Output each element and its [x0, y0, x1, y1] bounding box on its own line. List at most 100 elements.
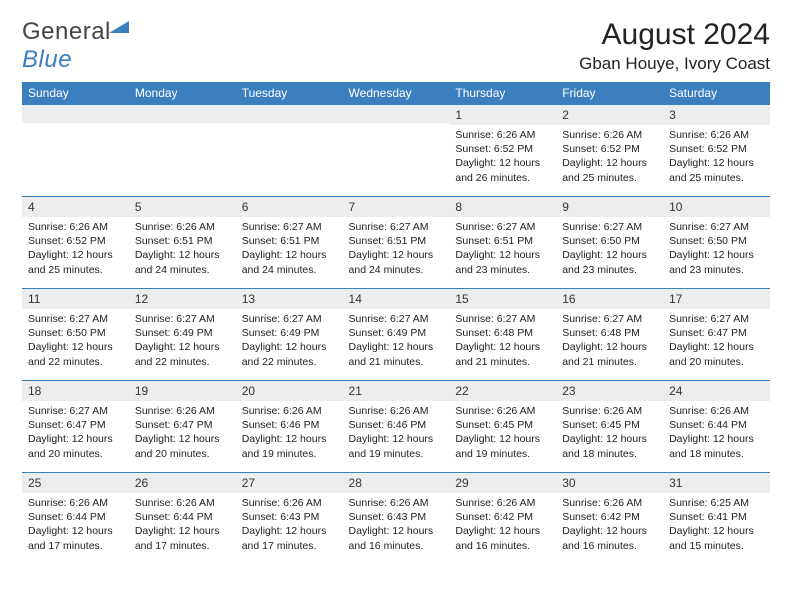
calendar-cell: 24Sunrise: 6:26 AMSunset: 6:44 PMDayligh… — [663, 381, 770, 473]
weekday-header: Thursday — [449, 82, 556, 105]
day-number: 24 — [663, 381, 770, 401]
day-details: Sunrise: 6:26 AMSunset: 6:45 PMDaylight:… — [556, 401, 663, 465]
calendar-cell: 5Sunrise: 6:26 AMSunset: 6:51 PMDaylight… — [129, 197, 236, 289]
day-number: 1 — [449, 105, 556, 125]
calendar-cell: 18Sunrise: 6:27 AMSunset: 6:47 PMDayligh… — [22, 381, 129, 473]
calendar-cell: 9Sunrise: 6:27 AMSunset: 6:50 PMDaylight… — [556, 197, 663, 289]
weekday-header: Tuesday — [236, 82, 343, 105]
calendar-cell: 31Sunrise: 6:25 AMSunset: 6:41 PMDayligh… — [663, 473, 770, 565]
day-details: Sunrise: 6:26 AMSunset: 6:43 PMDaylight:… — [343, 493, 450, 557]
calendar-cell — [22, 105, 129, 197]
day-details: Sunrise: 6:27 AMSunset: 6:50 PMDaylight:… — [556, 217, 663, 281]
day-number: 11 — [22, 289, 129, 309]
calendar-cell: 19Sunrise: 6:26 AMSunset: 6:47 PMDayligh… — [129, 381, 236, 473]
logo: General Blue — [22, 18, 129, 74]
day-number: 7 — [343, 197, 450, 217]
calendar-row: 1Sunrise: 6:26 AMSunset: 6:52 PMDaylight… — [22, 105, 770, 197]
day-number: 22 — [449, 381, 556, 401]
day-number: 12 — [129, 289, 236, 309]
month-title: August 2024 — [579, 18, 770, 52]
day-details: Sunrise: 6:27 AMSunset: 6:51 PMDaylight:… — [236, 217, 343, 281]
calendar-cell: 1Sunrise: 6:26 AMSunset: 6:52 PMDaylight… — [449, 105, 556, 197]
day-details: Sunrise: 6:26 AMSunset: 6:52 PMDaylight:… — [22, 217, 129, 281]
calendar-cell: 30Sunrise: 6:26 AMSunset: 6:42 PMDayligh… — [556, 473, 663, 565]
day-details: Sunrise: 6:26 AMSunset: 6:52 PMDaylight:… — [449, 125, 556, 189]
calendar-cell: 6Sunrise: 6:27 AMSunset: 6:51 PMDaylight… — [236, 197, 343, 289]
weekday-header: Wednesday — [343, 82, 450, 105]
day-details: Sunrise: 6:26 AMSunset: 6:44 PMDaylight:… — [663, 401, 770, 465]
calendar-cell — [236, 105, 343, 197]
day-details: Sunrise: 6:26 AMSunset: 6:51 PMDaylight:… — [129, 217, 236, 281]
day-number: 5 — [129, 197, 236, 217]
calendar-cell: 10Sunrise: 6:27 AMSunset: 6:50 PMDayligh… — [663, 197, 770, 289]
weekday-header: Friday — [556, 82, 663, 105]
calendar-cell: 15Sunrise: 6:27 AMSunset: 6:48 PMDayligh… — [449, 289, 556, 381]
day-details: Sunrise: 6:26 AMSunset: 6:52 PMDaylight:… — [556, 125, 663, 189]
calendar-cell: 3Sunrise: 6:26 AMSunset: 6:52 PMDaylight… — [663, 105, 770, 197]
day-details: Sunrise: 6:26 AMSunset: 6:52 PMDaylight:… — [663, 125, 770, 189]
day-details: Sunrise: 6:27 AMSunset: 6:51 PMDaylight:… — [449, 217, 556, 281]
day-number: 18 — [22, 381, 129, 401]
day-number: 19 — [129, 381, 236, 401]
day-details: Sunrise: 6:26 AMSunset: 6:45 PMDaylight:… — [449, 401, 556, 465]
day-details: Sunrise: 6:27 AMSunset: 6:50 PMDaylight:… — [22, 309, 129, 373]
day-number: 14 — [343, 289, 450, 309]
day-details: Sunrise: 6:27 AMSunset: 6:48 PMDaylight:… — [556, 309, 663, 373]
day-number: 16 — [556, 289, 663, 309]
weekday-header-row: SundayMondayTuesdayWednesdayThursdayFrid… — [22, 82, 770, 105]
calendar-cell: 17Sunrise: 6:27 AMSunset: 6:47 PMDayligh… — [663, 289, 770, 381]
day-details: Sunrise: 6:26 AMSunset: 6:42 PMDaylight:… — [449, 493, 556, 557]
day-number: 2 — [556, 105, 663, 125]
day-details: Sunrise: 6:27 AMSunset: 6:49 PMDaylight:… — [343, 309, 450, 373]
day-number: 15 — [449, 289, 556, 309]
calendar-cell — [129, 105, 236, 197]
calendar-cell: 25Sunrise: 6:26 AMSunset: 6:44 PMDayligh… — [22, 473, 129, 565]
day-number: 4 — [22, 197, 129, 217]
calendar-cell: 21Sunrise: 6:26 AMSunset: 6:46 PMDayligh… — [343, 381, 450, 473]
title-block: August 2024 Gban Houye, Ivory Coast — [579, 18, 770, 74]
day-number: 21 — [343, 381, 450, 401]
calendar-cell: 13Sunrise: 6:27 AMSunset: 6:49 PMDayligh… — [236, 289, 343, 381]
calendar-body: 1Sunrise: 6:26 AMSunset: 6:52 PMDaylight… — [22, 105, 770, 565]
calendar-cell: 14Sunrise: 6:27 AMSunset: 6:49 PMDayligh… — [343, 289, 450, 381]
day-details: Sunrise: 6:27 AMSunset: 6:50 PMDaylight:… — [663, 217, 770, 281]
calendar-cell: 26Sunrise: 6:26 AMSunset: 6:44 PMDayligh… — [129, 473, 236, 565]
day-details: Sunrise: 6:26 AMSunset: 6:47 PMDaylight:… — [129, 401, 236, 465]
day-details: Sunrise: 6:26 AMSunset: 6:43 PMDaylight:… — [236, 493, 343, 557]
day-number: 3 — [663, 105, 770, 125]
day-details: Sunrise: 6:25 AMSunset: 6:41 PMDaylight:… — [663, 493, 770, 557]
header-bar: General Blue August 2024 Gban Houye, Ivo… — [22, 18, 770, 74]
calendar-cell: 16Sunrise: 6:27 AMSunset: 6:48 PMDayligh… — [556, 289, 663, 381]
calendar-row: 11Sunrise: 6:27 AMSunset: 6:50 PMDayligh… — [22, 289, 770, 381]
day-number: 20 — [236, 381, 343, 401]
day-details: Sunrise: 6:26 AMSunset: 6:46 PMDaylight:… — [343, 401, 450, 465]
logo-text: General Blue — [22, 18, 129, 74]
day-number: 13 — [236, 289, 343, 309]
day-details: Sunrise: 6:26 AMSunset: 6:44 PMDaylight:… — [22, 493, 129, 557]
day-number: 30 — [556, 473, 663, 493]
day-details: Sunrise: 6:26 AMSunset: 6:42 PMDaylight:… — [556, 493, 663, 557]
day-number: 29 — [449, 473, 556, 493]
calendar-table: SundayMondayTuesdayWednesdayThursdayFrid… — [22, 82, 770, 565]
calendar-cell: 2Sunrise: 6:26 AMSunset: 6:52 PMDaylight… — [556, 105, 663, 197]
calendar-row: 4Sunrise: 6:26 AMSunset: 6:52 PMDaylight… — [22, 197, 770, 289]
day-details: Sunrise: 6:26 AMSunset: 6:46 PMDaylight:… — [236, 401, 343, 465]
day-details: Sunrise: 6:27 AMSunset: 6:49 PMDaylight:… — [236, 309, 343, 373]
day-details: Sunrise: 6:26 AMSunset: 6:44 PMDaylight:… — [129, 493, 236, 557]
calendar-cell: 7Sunrise: 6:27 AMSunset: 6:51 PMDaylight… — [343, 197, 450, 289]
calendar-cell: 22Sunrise: 6:26 AMSunset: 6:45 PMDayligh… — [449, 381, 556, 473]
calendar-cell: 8Sunrise: 6:27 AMSunset: 6:51 PMDaylight… — [449, 197, 556, 289]
calendar-cell: 12Sunrise: 6:27 AMSunset: 6:49 PMDayligh… — [129, 289, 236, 381]
calendar-cell: 23Sunrise: 6:26 AMSunset: 6:45 PMDayligh… — [556, 381, 663, 473]
day-number: 17 — [663, 289, 770, 309]
day-number: 6 — [236, 197, 343, 217]
calendar-row: 18Sunrise: 6:27 AMSunset: 6:47 PMDayligh… — [22, 381, 770, 473]
day-details: Sunrise: 6:27 AMSunset: 6:48 PMDaylight:… — [449, 309, 556, 373]
day-details: Sunrise: 6:27 AMSunset: 6:47 PMDaylight:… — [22, 401, 129, 465]
logo-triangle-icon — [109, 21, 129, 35]
calendar-cell: 27Sunrise: 6:26 AMSunset: 6:43 PMDayligh… — [236, 473, 343, 565]
day-details: Sunrise: 6:27 AMSunset: 6:47 PMDaylight:… — [663, 309, 770, 373]
day-number: 23 — [556, 381, 663, 401]
calendar-cell: 28Sunrise: 6:26 AMSunset: 6:43 PMDayligh… — [343, 473, 450, 565]
calendar-cell: 29Sunrise: 6:26 AMSunset: 6:42 PMDayligh… — [449, 473, 556, 565]
